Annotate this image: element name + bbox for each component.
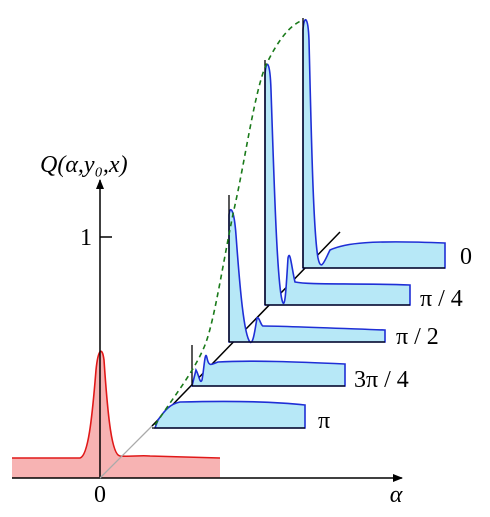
slice-label: π / 4: [420, 286, 463, 312]
slice-area: [228, 209, 386, 344]
slice-area: [302, 19, 446, 269]
slice-area: [190, 354, 346, 387]
slice-label: π: [318, 408, 330, 434]
slice-label: π / 2: [396, 324, 439, 350]
x-label: α: [390, 482, 403, 508]
red-curve: [12, 350, 221, 459]
x-tick-label: 0: [94, 482, 106, 508]
slice-label: 3π / 4: [354, 367, 409, 393]
y-label: Q(α,y₀,x): [40, 152, 128, 178]
diagonal-hidden: [99, 425, 153, 479]
slice-label: 0: [460, 244, 472, 270]
y-tick-label: 1: [80, 225, 92, 251]
slice-area: [264, 63, 411, 306]
slice-area: [153, 400, 306, 429]
envelope: [154, 19, 304, 426]
